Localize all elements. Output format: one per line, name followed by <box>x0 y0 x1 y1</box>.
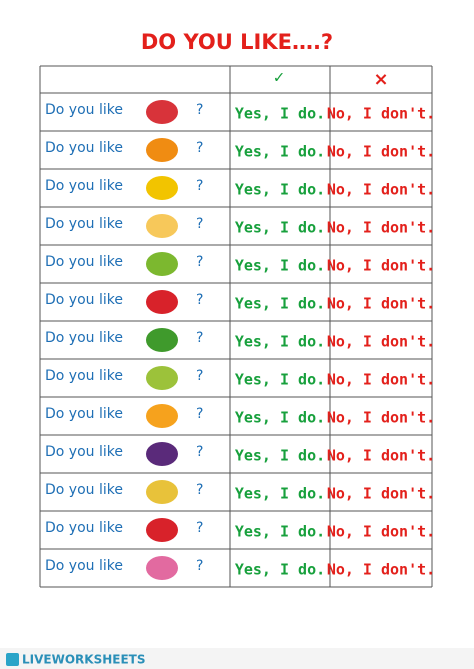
no-answer: No, I don't. <box>327 371 435 389</box>
cross-header: × <box>373 69 388 90</box>
food-picture <box>146 480 178 504</box>
question-mark: ? <box>196 520 203 536</box>
no-answer: No, I don't. <box>327 143 435 161</box>
food-picture <box>146 252 178 276</box>
question-mark: ? <box>196 102 203 118</box>
yes-answer: Yes, I do. <box>235 105 325 123</box>
yes-answer: Yes, I do. <box>235 523 325 541</box>
question-mark: ? <box>196 444 203 460</box>
logo-icon <box>6 653 19 666</box>
no-answer: No, I don't. <box>327 447 435 465</box>
no-answer: No, I don't. <box>327 105 435 123</box>
no-answer: No, I don't. <box>327 333 435 351</box>
yes-answer: Yes, I do. <box>235 561 325 579</box>
food-picture <box>146 176 178 200</box>
question-mark: ? <box>196 482 203 498</box>
question-mark: ? <box>196 292 203 308</box>
food-picture <box>146 404 178 428</box>
question-text: Do you like <box>45 102 123 118</box>
question-text: Do you like <box>45 406 123 422</box>
question-text: Do you like <box>45 482 123 498</box>
food-picture <box>146 518 178 542</box>
yes-answer: Yes, I do. <box>235 181 325 199</box>
no-answer: No, I don't. <box>327 485 435 503</box>
check-header: ✓ <box>273 69 286 87</box>
yes-answer: Yes, I do. <box>235 447 325 465</box>
no-answer: No, I don't. <box>327 219 435 237</box>
food-picture <box>146 138 178 162</box>
question-mark: ? <box>196 216 203 232</box>
no-answer: No, I don't. <box>327 295 435 313</box>
yes-answer: Yes, I do. <box>235 219 325 237</box>
question-mark: ? <box>196 368 203 384</box>
food-picture <box>146 328 178 352</box>
footer-brand: LIVEWORKSHEETS <box>22 653 145 667</box>
question-text: Do you like <box>45 368 123 384</box>
footer-bar <box>0 648 474 669</box>
question-mark: ? <box>196 254 203 270</box>
food-picture <box>146 290 178 314</box>
no-answer: No, I don't. <box>327 561 435 579</box>
question-text: Do you like <box>45 520 123 536</box>
question-mark: ? <box>196 558 203 574</box>
yes-answer: Yes, I do. <box>235 371 325 389</box>
yes-answer: Yes, I do. <box>235 333 325 351</box>
yes-answer: Yes, I do. <box>235 409 325 427</box>
question-mark: ? <box>196 140 203 156</box>
question-text: Do you like <box>45 558 123 574</box>
food-picture <box>146 214 178 238</box>
no-answer: No, I don't. <box>327 257 435 275</box>
no-answer: No, I don't. <box>327 523 435 541</box>
food-picture <box>146 442 178 466</box>
no-answer: No, I don't. <box>327 409 435 427</box>
food-picture <box>146 366 178 390</box>
yes-answer: Yes, I do. <box>235 143 325 161</box>
question-text: Do you like <box>45 254 123 270</box>
no-answer: No, I don't. <box>327 181 435 199</box>
yes-answer: Yes, I do. <box>235 295 325 313</box>
title: DO YOU LIKE….? <box>141 30 333 54</box>
question-text: Do you like <box>45 216 123 232</box>
question-text: Do you like <box>45 444 123 460</box>
question-text: Do you like <box>45 292 123 308</box>
question-text: Do you like <box>45 330 123 346</box>
question-text: Do you like <box>45 140 123 156</box>
question-mark: ? <box>196 330 203 346</box>
yes-answer: Yes, I do. <box>235 257 325 275</box>
question-mark: ? <box>196 406 203 422</box>
food-picture <box>146 556 178 580</box>
question-text: Do you like <box>45 178 123 194</box>
question-mark: ? <box>196 178 203 194</box>
yes-answer: Yes, I do. <box>235 485 325 503</box>
food-picture <box>146 100 178 124</box>
